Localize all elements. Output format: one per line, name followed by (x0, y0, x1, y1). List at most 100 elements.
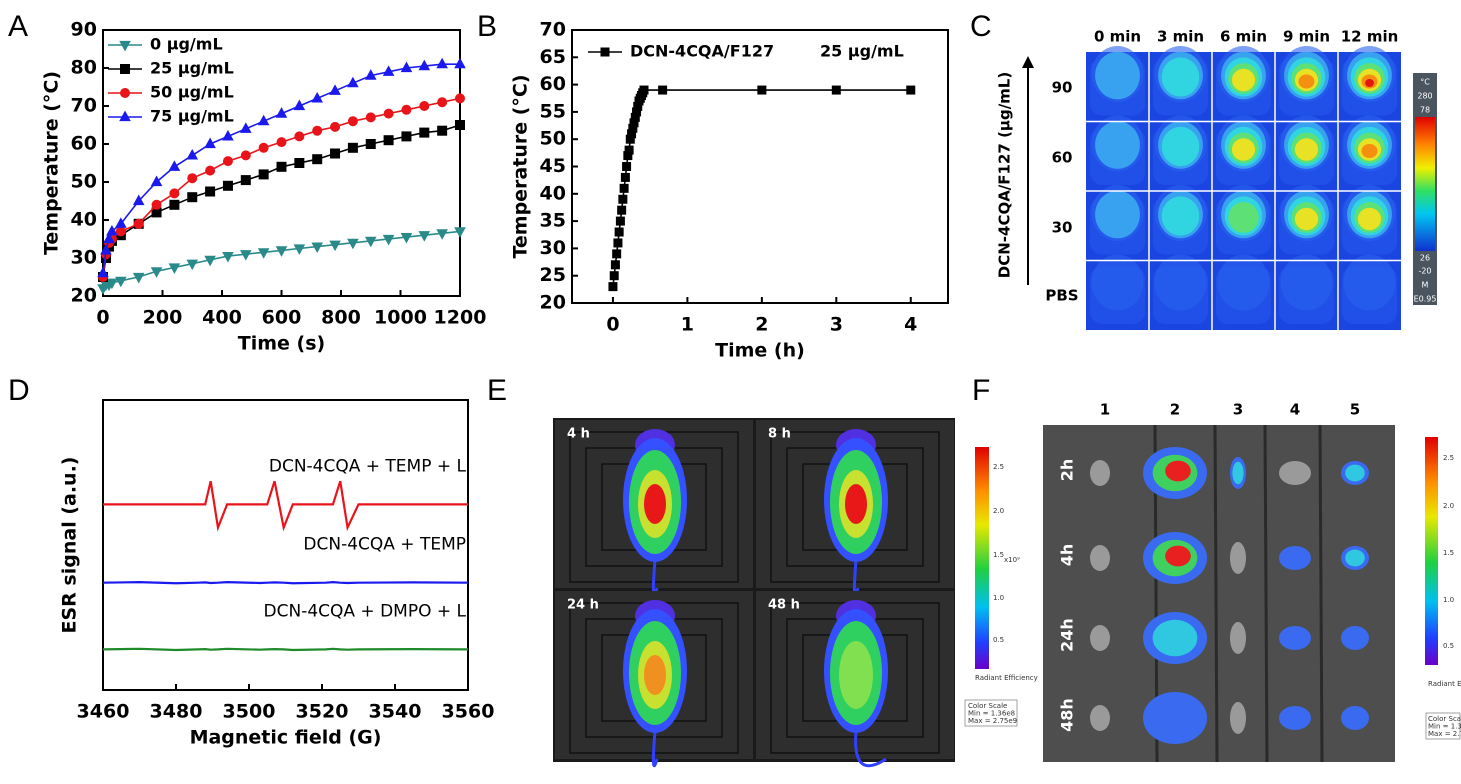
marker (276, 137, 287, 148)
organ-hot (1165, 460, 1191, 482)
series-line (612, 89, 911, 287)
x-tick-label: 1200 (434, 307, 487, 329)
mouse-panel: 48 h (756, 591, 954, 768)
organ (1143, 692, 1207, 744)
organ (1230, 622, 1246, 654)
marker (150, 175, 163, 187)
marker (613, 238, 623, 248)
mouse-panel: 4 h (555, 420, 753, 596)
y-tick-label: 70 (540, 19, 566, 41)
marker (103, 232, 115, 244)
mouse-panel: 24 h (555, 591, 753, 767)
marker (831, 85, 841, 95)
marker (120, 64, 130, 74)
marker (615, 216, 625, 226)
organ-signal (1345, 549, 1365, 567)
marker (294, 158, 305, 168)
x-tick-label: 3500 (223, 701, 276, 723)
y-tick-label: 35 (540, 210, 566, 232)
organ (1279, 546, 1311, 570)
marker (115, 217, 127, 228)
marker (97, 266, 109, 278)
marker (610, 260, 620, 270)
marker (257, 248, 270, 259)
marker (624, 145, 634, 155)
column-header: 9 min (1283, 28, 1330, 46)
x-tick-label: 3540 (369, 701, 422, 723)
x-tick-label: 200 (143, 307, 183, 329)
scale-note-box (964, 699, 1018, 727)
x-tick-label: 3 (830, 314, 843, 336)
organ-column: 5 (1350, 401, 1360, 419)
colorbar-label: E0.95 (1414, 295, 1437, 304)
marker (609, 271, 619, 281)
colorbar-tick: 1.5 (993, 551, 1004, 559)
marker (455, 93, 465, 104)
column-header: 0 min (1094, 28, 1141, 46)
signal-red (644, 484, 666, 524)
x-axis-label: Magnetic field (G) (190, 727, 382, 749)
x-tick-label: 2 (755, 314, 768, 336)
colorbar (1425, 437, 1438, 665)
marker (115, 226, 126, 237)
y-tick-label: 30 (71, 247, 97, 269)
marker (619, 183, 629, 193)
organ-column: 2 (1170, 401, 1180, 419)
panel-label: A (8, 10, 28, 43)
mouse-tail (651, 730, 659, 767)
colorbar-unit: x10⁹ (1004, 556, 1020, 564)
heat-blob (1231, 68, 1256, 92)
marker (240, 122, 252, 133)
scale-note-box (1425, 712, 1461, 740)
marker (437, 125, 448, 136)
heat-blob (1228, 202, 1259, 233)
marker (120, 88, 130, 98)
marker (383, 108, 394, 119)
marker (347, 116, 358, 127)
marker (222, 252, 234, 263)
organ-signal (1152, 619, 1198, 657)
y-tick-label: 65 (540, 46, 566, 68)
thermal-y-label: DCN-4CQA/F127 (μg/mL) (996, 72, 1014, 278)
colorbar-label: 78 (1420, 106, 1430, 115)
y-axis-label: ESR signal (a.u.) (59, 457, 81, 634)
marker (600, 47, 610, 57)
y-tick-label: 70 (71, 95, 97, 117)
x-tick-label: 3520 (296, 701, 349, 723)
y-tick-label: 40 (540, 182, 566, 204)
marker (419, 127, 430, 138)
marker (222, 156, 233, 167)
marker (347, 76, 359, 88)
marker (168, 160, 181, 171)
time-label: 4 h (567, 427, 590, 442)
heat-blob (1154, 254, 1207, 311)
y-tick-label: 50 (540, 128, 566, 150)
marker (365, 112, 376, 123)
organ-column: 1 (1100, 401, 1110, 419)
heat-blob (1231, 138, 1256, 161)
marker (454, 57, 466, 69)
y-tick-label: 45 (540, 155, 566, 177)
marker (293, 99, 306, 111)
colorbar-tick: 1.5 (1443, 549, 1454, 557)
row-label: 60 (1052, 149, 1073, 167)
column-header: 3 min (1157, 28, 1204, 46)
legend-label: 25 μg/mL (150, 59, 234, 78)
signal-yellow (839, 641, 873, 709)
marker (187, 173, 198, 184)
plot-frame (102, 399, 469, 691)
series-line (102, 647, 469, 652)
heat-blob (1095, 190, 1140, 239)
scale-note: Min = 1.36 (1428, 723, 1461, 731)
mouse-panel: 8 h (756, 420, 954, 596)
organ (1279, 461, 1311, 485)
marker (383, 135, 394, 146)
organ-column: 3 (1233, 401, 1243, 419)
colorbar-tick: 1.0 (993, 594, 1004, 602)
marker (169, 188, 180, 199)
marker (275, 107, 288, 118)
marker (187, 192, 198, 203)
colorbar-label: 26 (1420, 254, 1430, 263)
marker (454, 227, 466, 238)
